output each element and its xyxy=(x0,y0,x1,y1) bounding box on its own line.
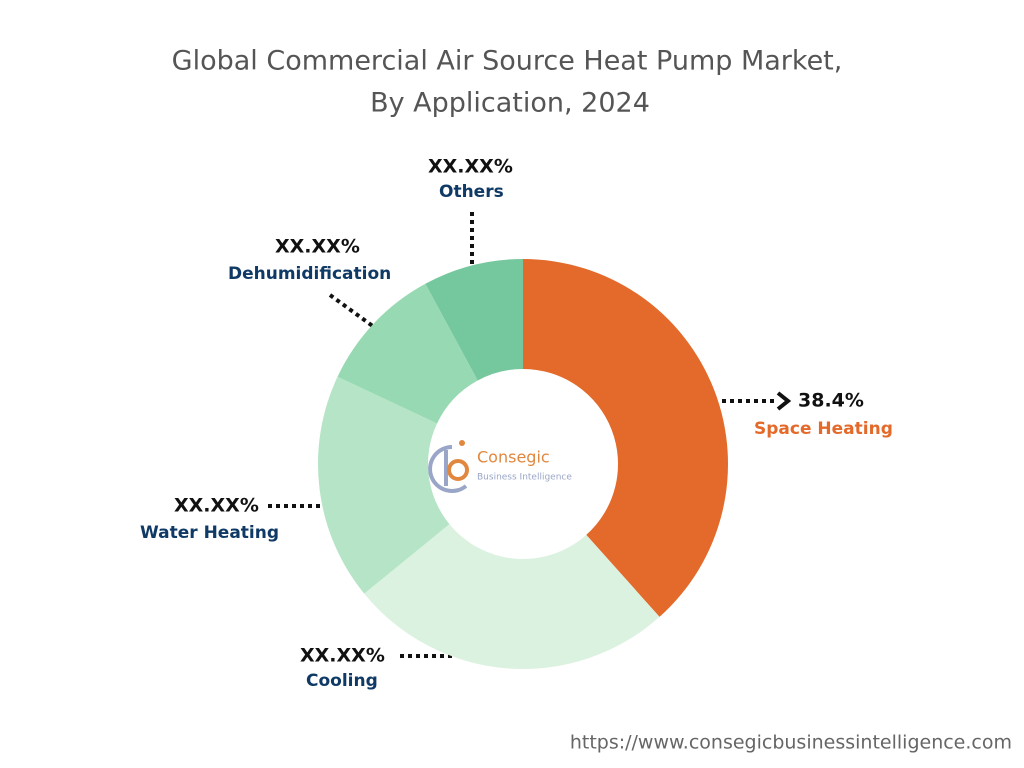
value-label: XX.XX% xyxy=(174,495,259,517)
logo-text: Consegic xyxy=(477,448,550,467)
donut-slice xyxy=(364,524,660,669)
donut-slice xyxy=(317,376,450,594)
value-label: XX.XX% xyxy=(428,156,513,178)
footer-url: https://www.consegicbusinessintelligence… xyxy=(570,732,1012,754)
chart-title: Global Commercial Air Source Heat Pump M… xyxy=(172,46,843,77)
donut-slice xyxy=(337,283,478,424)
donut-slice xyxy=(523,259,728,617)
category-label: Water Heating xyxy=(140,523,279,543)
category-label: Others xyxy=(439,182,504,202)
leader-line xyxy=(328,293,376,329)
category-label: Space Heating xyxy=(754,419,893,439)
leader-arrow xyxy=(776,391,792,411)
value-label: XX.XX% xyxy=(300,645,385,667)
value-label: XX.XX% xyxy=(275,236,360,258)
category-label: Cooling xyxy=(306,671,378,691)
logo-text: Business Intelligence xyxy=(477,473,572,483)
chart-title: By Application, 2024 xyxy=(370,88,650,119)
logo-icon xyxy=(428,440,469,493)
donut-slice xyxy=(425,259,523,381)
category-label: Dehumidification xyxy=(228,264,391,284)
value-label: 38.4% xyxy=(798,390,864,412)
